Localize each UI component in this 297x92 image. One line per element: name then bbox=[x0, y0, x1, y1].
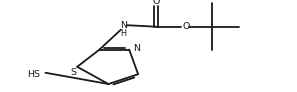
Text: O: O bbox=[152, 0, 159, 6]
Text: N: N bbox=[120, 21, 127, 30]
Text: O: O bbox=[183, 22, 190, 31]
Text: S: S bbox=[71, 68, 77, 77]
Text: N: N bbox=[133, 44, 140, 53]
Text: H: H bbox=[120, 29, 126, 38]
Text: HS: HS bbox=[27, 70, 40, 79]
